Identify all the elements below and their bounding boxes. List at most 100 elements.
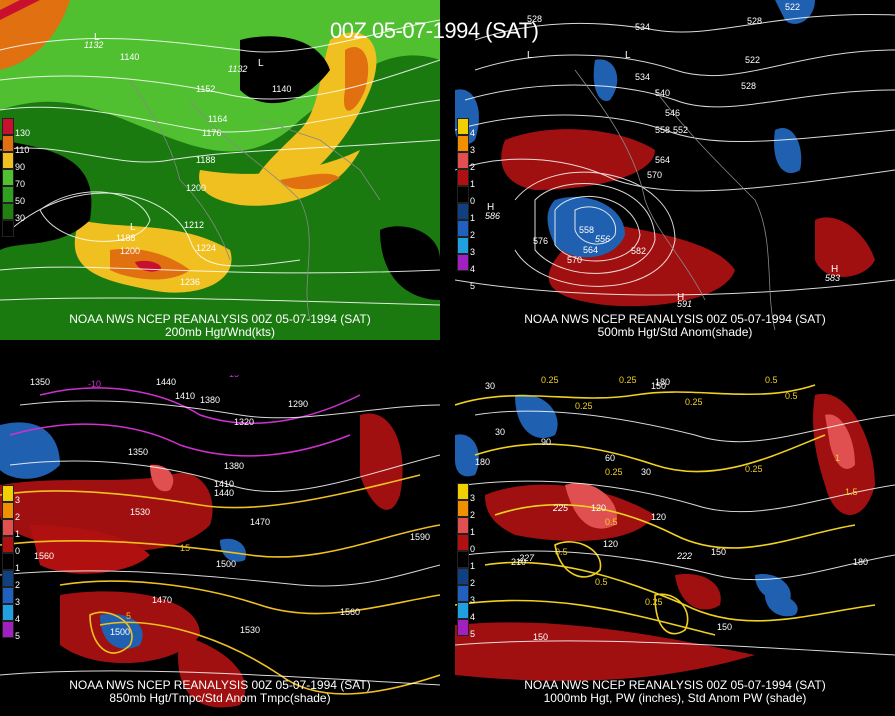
legend-label: 30 bbox=[15, 213, 26, 223]
svg-text:15: 15 bbox=[180, 543, 190, 553]
legend-swatch bbox=[2, 604, 14, 621]
svg-text:1212: 1212 bbox=[184, 220, 204, 230]
svg-text:534: 534 bbox=[635, 22, 650, 32]
map-200mb: 1140 1132 1152 1164 1176 1188 1200 1212 1224… bbox=[0, 0, 440, 340]
svg-text:1: 1 bbox=[835, 453, 840, 463]
svg-text:120: 120 bbox=[651, 512, 666, 522]
legend-label: 0 bbox=[15, 546, 21, 556]
svg-text:225: 225 bbox=[552, 503, 569, 513]
svg-text:1410: 1410 bbox=[175, 391, 195, 401]
svg-text:558: 558 bbox=[579, 225, 594, 235]
legend-swatch bbox=[457, 483, 469, 500]
svg-text:591: 591 bbox=[677, 299, 692, 309]
legend-label: 3 bbox=[470, 247, 476, 257]
svg-text:30: 30 bbox=[485, 381, 495, 391]
svg-text:0.5: 0.5 bbox=[555, 547, 568, 557]
svg-text:564: 564 bbox=[583, 245, 598, 255]
svg-text:1176: 1176 bbox=[202, 128, 221, 138]
legend-swatch bbox=[457, 135, 469, 152]
svg-text:586: 586 bbox=[485, 211, 500, 221]
svg-text:L: L bbox=[625, 50, 631, 61]
svg-text:0.25: 0.25 bbox=[575, 401, 593, 411]
svg-text:H: H bbox=[831, 264, 838, 275]
svg-text:546: 546 bbox=[665, 108, 680, 118]
svg-text:L: L bbox=[527, 50, 533, 61]
legend-swatch bbox=[457, 500, 469, 517]
svg-text:1470: 1470 bbox=[250, 517, 270, 527]
svg-text:0.25: 0.25 bbox=[645, 597, 663, 607]
svg-text:L: L bbox=[94, 32, 100, 43]
svg-text:30: 30 bbox=[641, 467, 651, 477]
svg-text:528: 528 bbox=[747, 16, 762, 26]
svg-text:576: 576 bbox=[533, 236, 548, 246]
svg-text:1500: 1500 bbox=[110, 627, 130, 637]
caption-field-1000mb: 1000mb Hgt, PW (inches), Std Anom PW (sh… bbox=[543, 691, 807, 705]
svg-text:1440: 1440 bbox=[156, 377, 176, 387]
legend-swatch bbox=[457, 220, 469, 237]
svg-text:L: L bbox=[258, 58, 264, 69]
svg-text:1188: 1188 bbox=[196, 155, 215, 165]
legend-label: 3 bbox=[15, 495, 21, 505]
panel-850mb: 1350 1440 1410 1380 1320 1290 1350 1380 1410… bbox=[0, 375, 440, 716]
svg-text:150: 150 bbox=[533, 632, 548, 642]
panel-200mb: 1140 1132 1152 1164 1176 1188 1200 1212 1224… bbox=[0, 0, 440, 340]
legend-label: 4 bbox=[470, 612, 476, 622]
legend-label: 2 bbox=[470, 578, 476, 588]
svg-text:210: 210 bbox=[511, 557, 526, 567]
svg-text:222: 222 bbox=[676, 551, 692, 561]
svg-text:564: 564 bbox=[655, 155, 670, 165]
svg-text:582: 582 bbox=[631, 246, 646, 256]
svg-text:180: 180 bbox=[475, 457, 490, 467]
svg-text:534: 534 bbox=[635, 72, 650, 82]
svg-text:528: 528 bbox=[741, 81, 756, 91]
svg-text:1560: 1560 bbox=[340, 607, 360, 617]
legend-swatch bbox=[2, 135, 14, 152]
svg-text:0.25: 0.25 bbox=[541, 375, 559, 385]
main-title: 00Z 05-07-1994 (SAT) bbox=[330, 18, 539, 43]
legend-swatch bbox=[2, 485, 14, 502]
svg-text:558: 558 bbox=[655, 125, 670, 135]
svg-text:1164: 1164 bbox=[208, 114, 227, 124]
legend-swatch bbox=[2, 536, 14, 553]
legend-label: 4 bbox=[15, 614, 21, 624]
svg-text:1224: 1224 bbox=[196, 243, 216, 253]
legend-label: 2 bbox=[470, 510, 476, 520]
legend-swatch bbox=[2, 621, 14, 638]
svg-text:60: 60 bbox=[605, 453, 615, 463]
legend-label: 1 bbox=[470, 561, 476, 571]
svg-text:0.5: 0.5 bbox=[595, 577, 608, 587]
svg-text:522: 522 bbox=[785, 2, 800, 12]
caption-source-200mb: NOAA NWS NCEP REANALYSIS 00Z 05-07-1994 … bbox=[69, 312, 371, 326]
svg-text:1290: 1290 bbox=[288, 399, 308, 409]
legend-swatch bbox=[457, 203, 469, 220]
legend-swatch bbox=[457, 585, 469, 602]
svg-text:0.5: 0.5 bbox=[785, 391, 798, 401]
svg-text:120: 120 bbox=[591, 503, 606, 513]
svg-text:0.25: 0.25 bbox=[605, 467, 623, 477]
legend-label: 2 bbox=[15, 512, 21, 522]
panel-1000mb: 0.25 0.25 0.25 0.25 0.5 0.5 0.25 0.5 0.5 0.5 … bbox=[455, 375, 895, 716]
legend-swatch bbox=[2, 169, 14, 186]
legend-label: 0 bbox=[470, 196, 476, 206]
svg-text:180: 180 bbox=[655, 377, 670, 387]
legend-swatch bbox=[457, 169, 469, 186]
legend-label: 0 bbox=[470, 544, 476, 554]
svg-text:227: 227 bbox=[518, 553, 535, 563]
legend-swatch bbox=[2, 570, 14, 587]
svg-text:0.25: 0.25 bbox=[685, 397, 703, 407]
svg-text:540: 540 bbox=[655, 88, 670, 98]
legend-label: 90 bbox=[15, 162, 26, 172]
legend-swatch bbox=[2, 152, 14, 169]
svg-text:1530: 1530 bbox=[130, 507, 150, 517]
svg-text:1152: 1152 bbox=[196, 84, 215, 94]
legend-swatch bbox=[2, 519, 14, 536]
svg-text:1350: 1350 bbox=[128, 447, 148, 457]
svg-text:-10: -10 bbox=[88, 379, 101, 389]
legend-swatch bbox=[457, 551, 469, 568]
legend-label: 1 bbox=[470, 527, 476, 537]
svg-text:583: 583 bbox=[825, 273, 840, 283]
legend-label: 130 bbox=[15, 128, 31, 138]
legend-label: 1 bbox=[470, 179, 476, 189]
legend-label: 3 bbox=[470, 595, 476, 605]
svg-text:1350: 1350 bbox=[30, 377, 50, 387]
